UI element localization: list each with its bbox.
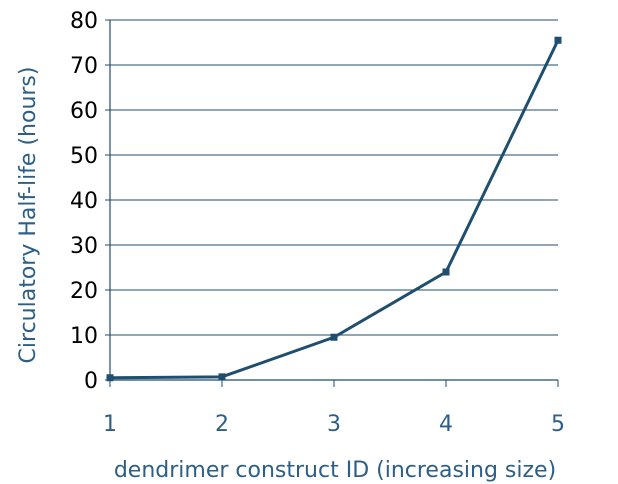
data-point-1	[106, 374, 114, 382]
y-tick-label-40: 40	[70, 189, 98, 214]
y-tick-label-80: 80	[70, 9, 98, 34]
y-axis-title: Circulatory Half-life (hours)	[16, 67, 41, 364]
y-tick-label-70: 70	[70, 54, 98, 79]
y-tick-label-60: 60	[70, 99, 98, 124]
y-tick-label-20: 20	[70, 279, 98, 304]
x-tick-label-5: 5	[551, 412, 565, 437]
series-line	[109, 39, 560, 380]
gridlines	[110, 19, 558, 336]
y-tick-label-0: 0	[84, 369, 98, 394]
x-tick-label-3: 3	[327, 412, 341, 437]
data-point-2	[218, 373, 226, 381]
data-point-5	[554, 36, 562, 44]
y-tick-labels: 0 10 20 30 40 50 60 70 80	[70, 9, 98, 394]
x-tick-labels: 1 2 3 4 5	[103, 412, 565, 437]
x-axis-title: dendrimer construct ID (increasing size)	[114, 458, 556, 483]
y-tick-label-30: 30	[70, 234, 98, 259]
data-point-3	[330, 333, 338, 341]
series-group	[106, 36, 562, 382]
x-tick-label-4: 4	[439, 412, 453, 437]
data-point-4	[442, 268, 450, 276]
x-tick-label-1: 1	[103, 412, 117, 437]
axes	[105, 19, 559, 387]
y-tick-label-50: 50	[70, 144, 98, 169]
x-tick-label-2: 2	[215, 412, 229, 437]
y-tick-label-10: 10	[70, 324, 98, 349]
